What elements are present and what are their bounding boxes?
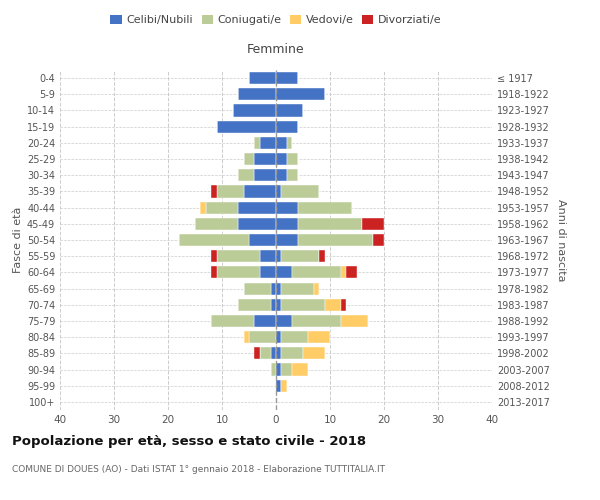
Bar: [217, 250, 260, 262]
Bar: [238, 169, 254, 181]
Bar: [244, 282, 271, 294]
Bar: [314, 282, 319, 294]
Bar: [195, 218, 238, 230]
Bar: [276, 202, 298, 213]
Bar: [217, 266, 260, 278]
Y-axis label: Fasce di età: Fasce di età: [13, 207, 23, 273]
Bar: [281, 298, 325, 311]
Bar: [325, 298, 341, 311]
Bar: [281, 331, 308, 343]
Bar: [271, 364, 276, 376]
Text: Popolazione per età, sesso e stato civile - 2018: Popolazione per età, sesso e stato civil…: [12, 435, 366, 448]
Text: COMUNE DI DOUES (AO) - Dati ISTAT 1° gennaio 2018 - Elaborazione TUTTITALIA.IT: COMUNE DI DOUES (AO) - Dati ISTAT 1° gen…: [12, 465, 385, 474]
Bar: [287, 137, 292, 149]
Bar: [238, 298, 271, 311]
Text: Femmine: Femmine: [247, 44, 305, 57]
Bar: [206, 202, 238, 213]
Bar: [346, 266, 357, 278]
Bar: [298, 234, 373, 246]
Bar: [217, 120, 276, 132]
Bar: [292, 266, 341, 278]
Bar: [308, 331, 330, 343]
Legend: Celibi/Nubili, Coniugati/e, Vedovi/e, Divorziati/e: Celibi/Nubili, Coniugati/e, Vedovi/e, Di…: [106, 10, 446, 30]
Bar: [200, 202, 206, 213]
Bar: [298, 218, 362, 230]
Bar: [249, 234, 276, 246]
Bar: [373, 234, 384, 246]
Bar: [260, 348, 271, 360]
Bar: [211, 315, 254, 327]
Bar: [341, 298, 346, 311]
Bar: [341, 315, 368, 327]
Bar: [276, 348, 281, 360]
Bar: [276, 266, 292, 278]
Bar: [276, 120, 298, 132]
Bar: [341, 266, 346, 278]
Bar: [260, 250, 276, 262]
Bar: [281, 380, 287, 392]
Bar: [217, 186, 244, 198]
Bar: [244, 186, 276, 198]
Bar: [287, 153, 298, 165]
Bar: [292, 315, 341, 327]
Bar: [211, 266, 217, 278]
Bar: [281, 348, 303, 360]
Bar: [260, 137, 276, 149]
Bar: [276, 315, 292, 327]
Bar: [319, 250, 325, 262]
Bar: [244, 331, 249, 343]
Bar: [276, 137, 287, 149]
Bar: [276, 153, 287, 165]
Bar: [276, 331, 281, 343]
Bar: [281, 282, 314, 294]
Bar: [244, 153, 254, 165]
Bar: [276, 218, 298, 230]
Bar: [281, 250, 319, 262]
Bar: [249, 72, 276, 84]
Bar: [276, 234, 298, 246]
Bar: [276, 104, 303, 117]
Bar: [362, 218, 384, 230]
Bar: [238, 202, 276, 213]
Bar: [287, 169, 298, 181]
Bar: [276, 364, 281, 376]
Bar: [179, 234, 249, 246]
Bar: [260, 266, 276, 278]
Bar: [276, 88, 325, 101]
Bar: [238, 218, 276, 230]
Bar: [292, 364, 308, 376]
Bar: [233, 104, 276, 117]
Bar: [276, 282, 281, 294]
Bar: [276, 72, 298, 84]
Y-axis label: Anni di nascita: Anni di nascita: [556, 198, 566, 281]
Bar: [249, 331, 276, 343]
Bar: [271, 298, 276, 311]
Bar: [276, 298, 281, 311]
Bar: [281, 186, 319, 198]
Bar: [276, 186, 281, 198]
Bar: [254, 315, 276, 327]
Bar: [276, 250, 281, 262]
Bar: [254, 169, 276, 181]
Bar: [254, 153, 276, 165]
Bar: [271, 348, 276, 360]
Bar: [298, 202, 352, 213]
Bar: [254, 348, 260, 360]
Bar: [211, 186, 217, 198]
Bar: [238, 88, 276, 101]
Bar: [276, 380, 281, 392]
Bar: [271, 282, 276, 294]
Bar: [303, 348, 325, 360]
Bar: [254, 137, 260, 149]
Bar: [281, 364, 292, 376]
Bar: [276, 169, 287, 181]
Bar: [211, 250, 217, 262]
